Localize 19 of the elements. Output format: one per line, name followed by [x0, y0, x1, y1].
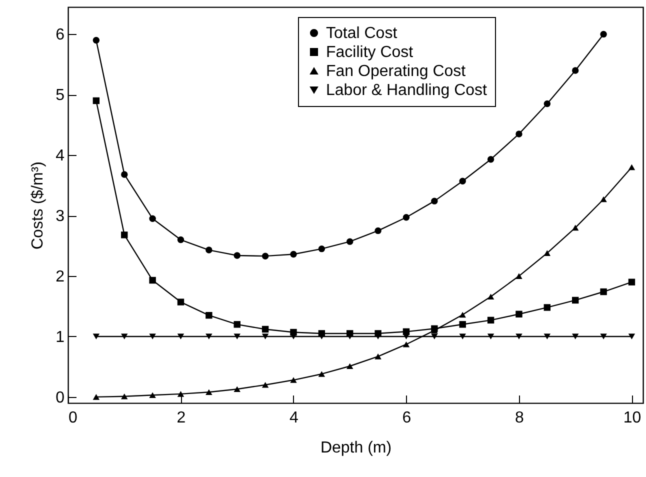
x-tick-label: 6	[402, 410, 412, 426]
legend-label: Labor & Handling Cost	[326, 82, 488, 99]
legend-label: Total Cost	[326, 25, 398, 42]
x-tick-label: 4	[290, 410, 299, 426]
x-tick-label: 0	[68, 410, 78, 426]
y-tick-label: 4	[56, 148, 65, 165]
x-tick-label: 2	[176, 410, 186, 426]
x-axis-title: Depth (m)	[320, 440, 392, 456]
legend-label: Fan Operating Cost	[326, 63, 466, 80]
legend-label: Facility Cost	[326, 44, 414, 61]
x-tick-label: 10	[623, 410, 642, 426]
y-tick-label: 3	[56, 208, 65, 226]
x-tick-label: 8	[515, 410, 524, 426]
y-tick-label: 1	[56, 328, 65, 346]
y-tick-label: 0	[56, 389, 65, 406]
y-tick-label: 2	[56, 268, 65, 286]
y-axis-title: Costs ($/m³)	[30, 162, 47, 250]
y-tick-label: 5	[56, 87, 65, 104]
y-tick-label: 6	[56, 26, 65, 44]
